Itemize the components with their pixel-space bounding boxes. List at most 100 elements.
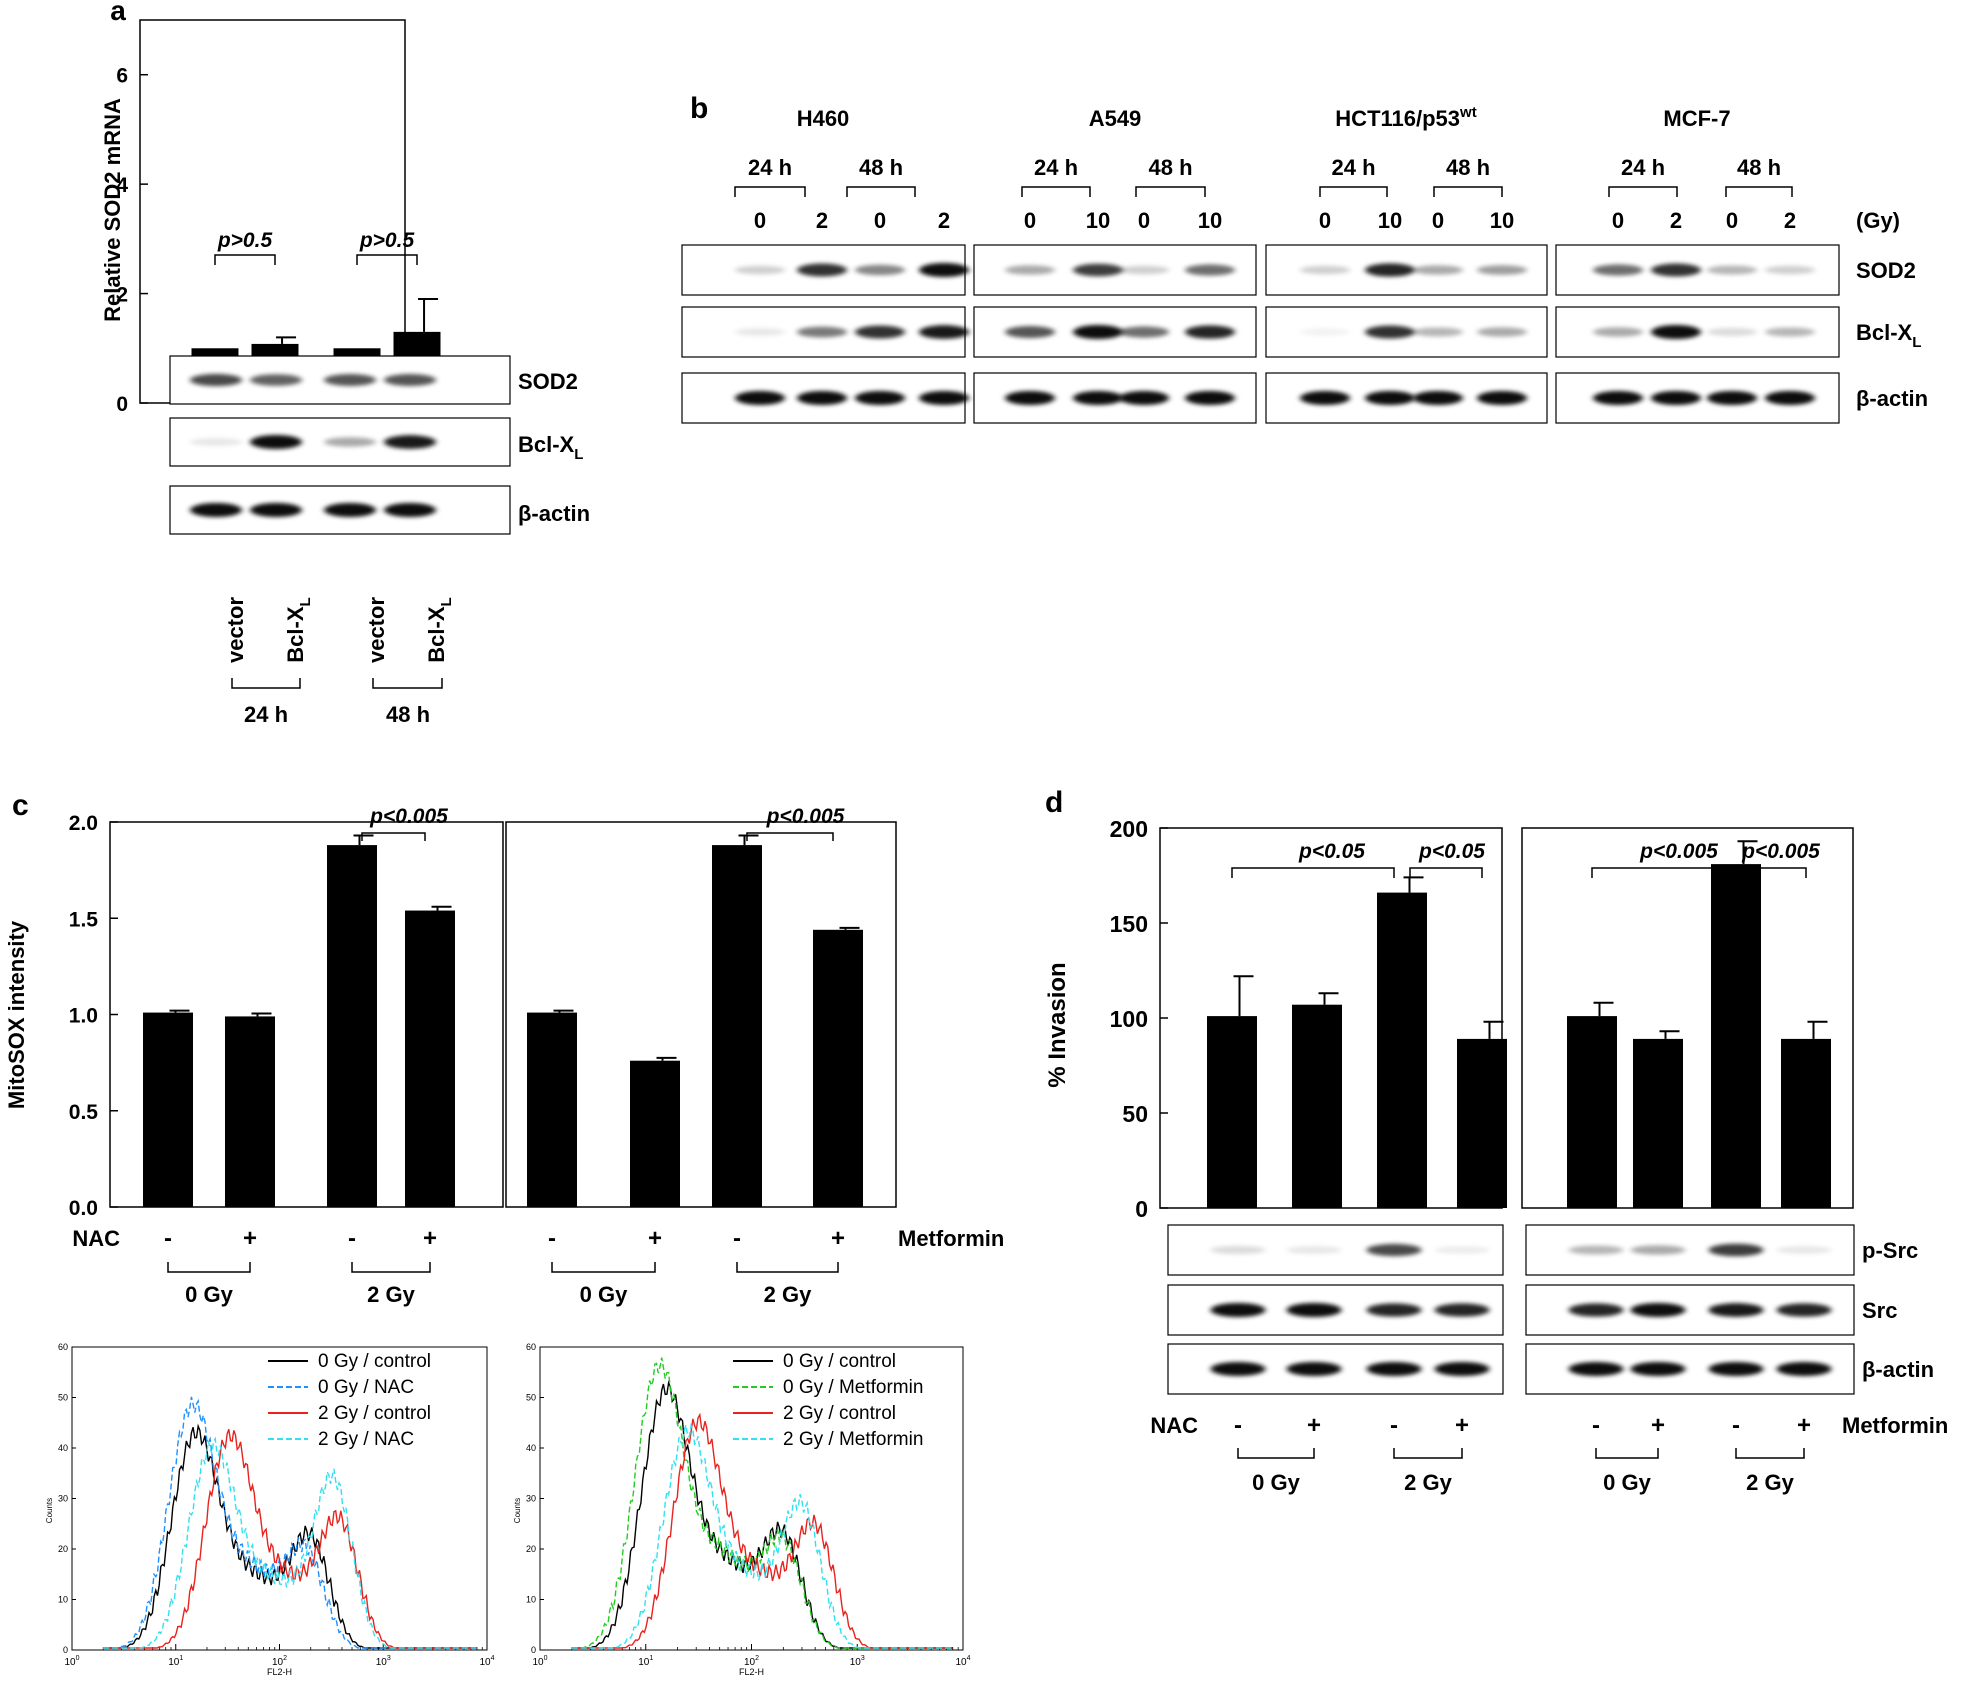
d2-group-bracket-1: [1735, 1448, 1805, 1459]
b-dose-0-0: 0: [754, 208, 766, 233]
b-band-2-2-1: [1365, 391, 1415, 405]
c3-axes-frame: [71, 1346, 488, 1651]
d1-ytick-label-0: 0: [1135, 1196, 1148, 1222]
b-cell-line-2-main: HCT116/p53: [1335, 106, 1460, 131]
d2-band-2-1: [1630, 1362, 1686, 1376]
b-time-bracket-1-0: [1021, 186, 1091, 197]
c1-sig-label: p<0.005: [369, 805, 448, 828]
d2-band-1-1: [1630, 1303, 1686, 1317]
a-row-bcl-main: Bcl-X: [518, 432, 575, 457]
c1-group-0: 0 Gy: [185, 1282, 233, 1307]
d1-band-1-1: [1286, 1303, 1342, 1317]
b-dose-1-3: 10: [1198, 208, 1222, 233]
d2-row-label-2: β-actin: [1862, 1357, 1934, 1382]
c2-sign-2: -: [733, 1225, 741, 1252]
b-band-2-1-3: [1477, 327, 1527, 337]
b-band-2-1-1: [1365, 325, 1415, 339]
d2-sig-label-0: p<0.005: [1639, 840, 1718, 863]
panel-label-b: b: [690, 92, 708, 125]
a-band-0-3: [384, 374, 436, 386]
b-dose-0-3: 2: [938, 208, 950, 233]
b-row-bcl-sub: L: [1912, 334, 1921, 351]
d1-sig-label-1: p<0.05: [1418, 840, 1485, 863]
c4-xtick-base-4: 10: [955, 1657, 967, 1668]
b-band-3-0-1: [1651, 263, 1701, 277]
d1-sign-0: -: [1234, 1412, 1242, 1439]
b-time-bracket-1-1: [1135, 186, 1206, 197]
b-time-0-1: 48 h: [859, 155, 903, 180]
c3-xtick-exp-2: 2: [283, 1655, 287, 1662]
c2-sign-3: +: [831, 1225, 845, 1252]
b-time-bracket-3-1: [1725, 186, 1793, 197]
c3-xtick-exp-1: 1: [179, 1655, 183, 1662]
panel-label-a: a: [110, 0, 126, 26]
d2-bar-2: [1711, 864, 1761, 1208]
d1-group-1: 2 Gy: [1404, 1470, 1452, 1495]
d1-bar-2: [1377, 892, 1427, 1208]
b-band-0-2-3: [919, 391, 969, 405]
b-band-2-2-0: [1300, 391, 1350, 405]
d1-sign-3: +: [1455, 1412, 1469, 1439]
c3-xtick-base-1: 10: [168, 1657, 180, 1668]
d1-group-bracket-1: [1393, 1448, 1463, 1459]
b-dose-3-2: 0: [1726, 208, 1738, 233]
d2-sig-label-1: p<0.005: [1741, 840, 1820, 863]
c4-ytick-label-2: 20: [526, 1544, 536, 1554]
c3-legend-label-2: 2 Gy / control: [318, 1403, 431, 1424]
b-band-2-1-2: [1413, 327, 1463, 337]
a-row-sod2: SOD2: [518, 369, 578, 394]
d1-ytick-label-3: 150: [1110, 911, 1148, 937]
d1-band-2-0: [1210, 1362, 1266, 1376]
d2-sign-1: +: [1651, 1412, 1665, 1439]
b-band-2-0-0: [1300, 265, 1350, 275]
b-dose-3-3: 2: [1784, 208, 1796, 233]
c1-ylabel: MitoSOX intensity: [4, 920, 29, 1109]
d2-band-2-3: [1776, 1362, 1832, 1376]
b-band-0-0-1: [797, 263, 847, 277]
b-band-1-2-3: [1185, 391, 1235, 405]
d1-group-bracket-0: [1237, 1448, 1315, 1459]
c1-bar-2: [327, 845, 377, 1207]
a-ytick-label-1: 2: [116, 284, 128, 307]
d2-row-label-0: p-Src: [1862, 1238, 1918, 1263]
b-band-2-0-3: [1477, 265, 1527, 275]
d2-sign-2: -: [1732, 1412, 1740, 1439]
b-time-bracket-2-1: [1433, 186, 1503, 197]
b-dose-1-2: 0: [1138, 208, 1150, 233]
d2-band-1-2: [1708, 1303, 1764, 1317]
a-band-2-2: [324, 503, 376, 517]
b-band-0-1-3: [919, 325, 969, 339]
b-time-bracket-0-1: [846, 186, 916, 197]
a-ytick-label-2: 4: [116, 174, 128, 197]
d2-axes-frame: [1521, 827, 1854, 1209]
c3-xtick-base-0: 10: [64, 1657, 76, 1668]
c4-xtick-label-4: 104: [955, 1655, 970, 1668]
a-band-1-0: [190, 438, 242, 446]
b-band-3-2-3: [1765, 391, 1815, 405]
b-time-bracket-2-0: [1319, 186, 1388, 197]
b-time-2-1: 48 h: [1446, 155, 1490, 180]
a-band-1-3: [384, 435, 436, 449]
c4-ytick-label-5: 50: [526, 1393, 536, 1403]
d1-band-2-3: [1434, 1362, 1490, 1376]
b-band-2-1-0: [1300, 328, 1350, 336]
c1-group-bracket-1: [351, 1262, 431, 1273]
d2-bar-3: [1781, 1038, 1831, 1208]
d1-band-0-2: [1366, 1243, 1422, 1257]
c2-bar-1: [630, 1060, 680, 1207]
c3-legend-label-1: 0 Gy / NAC: [318, 1377, 414, 1398]
c3-ytick-label-0: 0: [63, 1645, 68, 1655]
c3-ytick-label-2: 20: [58, 1544, 68, 1554]
b-band-3-1-0: [1593, 327, 1643, 337]
c1-bar-1: [225, 1016, 275, 1207]
b-dose-2-2: 0: [1432, 208, 1444, 233]
c4-series-3: [571, 1423, 953, 1649]
d1-ytick-label-2: 100: [1110, 1006, 1148, 1032]
b-dose-2-0: 0: [1319, 208, 1331, 233]
c3-ytick-label-4: 40: [58, 1443, 68, 1453]
a-row-bcl: Bcl-XL: [518, 432, 583, 463]
d1-band-2-1: [1286, 1362, 1342, 1376]
c4-xlabel: FL2-H: [739, 1667, 764, 1677]
a-band-0-0: [190, 373, 242, 387]
b-dose-2-1: 10: [1378, 208, 1402, 233]
